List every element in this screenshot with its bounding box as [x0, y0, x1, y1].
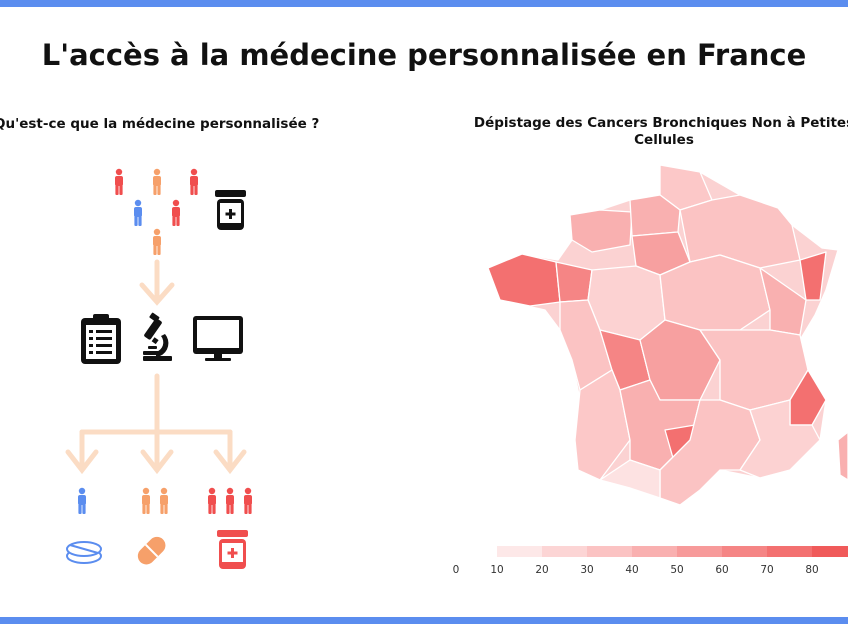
- legend-tick-label: 60: [715, 564, 728, 576]
- region-brittany: [487, 253, 561, 307]
- legend-tick-label: 20: [535, 564, 548, 576]
- legend-tick-label: 30: [580, 564, 593, 576]
- down-arrow: [139, 259, 175, 306]
- person-icon: [153, 228, 161, 255]
- france-map: [487, 164, 839, 506]
- person-icon: [78, 487, 86, 514]
- patients-group: [115, 168, 198, 255]
- person-icon: [153, 168, 161, 195]
- legend: 0 10 20 30 40 50 60 70 80: [453, 546, 848, 576]
- legend-swatch: [497, 546, 542, 557]
- microscope-icon: [143, 312, 172, 361]
- legend-ticks: 0 10 20 30 40 50 60 70 80: [453, 564, 819, 576]
- legend-tick-label: 50: [670, 564, 683, 576]
- person-icon: [208, 487, 216, 514]
- person-icon: [134, 199, 142, 226]
- legend-swatches: [497, 546, 848, 557]
- page-title: L'accès à la médecine personnalisée en F…: [41, 38, 807, 72]
- bottom-accent-bar: [0, 617, 848, 624]
- right-panel-heading: Dépistage des Cancers Bronchiques Non à …: [462, 115, 848, 149]
- person-icon: [115, 168, 123, 195]
- legend-tick-label: 10: [490, 564, 503, 576]
- legend-swatch: [677, 546, 722, 557]
- legend-tick-label: 0: [453, 564, 460, 576]
- legend-swatch: [632, 546, 677, 557]
- legend-swatch: [812, 546, 848, 557]
- branch-arrows: [65, 373, 247, 475]
- person-icon: [226, 487, 234, 514]
- legend-swatch: [587, 546, 632, 557]
- person-icon: [190, 168, 198, 195]
- region-provence: [739, 399, 821, 479]
- outcome-groups: [78, 487, 252, 514]
- corsica-map: [837, 431, 848, 481]
- person-icon: [244, 487, 252, 514]
- heading-line-1: Dépistage des Cancers Bronchiques Non à …: [473, 115, 848, 131]
- top-accent-bar: [0, 0, 848, 7]
- person-icon: [172, 199, 180, 226]
- medicine-jar-icon: [215, 190, 246, 230]
- region-picardy: [629, 194, 681, 237]
- person-icon: [142, 487, 150, 514]
- region-normandy: [569, 209, 633, 253]
- legend-swatch: [722, 546, 767, 557]
- left-panel-heading: Qu'est-ce que la médecine personnalisée …: [0, 116, 320, 132]
- pill-icon: [66, 541, 102, 564]
- legend-swatch: [542, 546, 587, 557]
- heading-line-2: Cellules: [634, 132, 694, 148]
- legend-tick-label: 40: [625, 564, 638, 576]
- region-languedoc: [659, 399, 761, 506]
- legend-swatch: [767, 546, 812, 557]
- capsule-icon: [137, 536, 166, 565]
- region-aquitaine: [574, 369, 631, 481]
- monitor-icon: [193, 316, 243, 361]
- region-grand-est: [679, 194, 801, 269]
- legend-tick-label: 80: [805, 564, 818, 576]
- legend-tick-label: 70: [760, 564, 773, 576]
- region-alsace: [799, 251, 827, 301]
- clipboard-icon: [81, 314, 121, 364]
- medicine-jar-icon: [217, 530, 248, 569]
- person-icon: [160, 487, 168, 514]
- region-pyrenees: [599, 459, 661, 499]
